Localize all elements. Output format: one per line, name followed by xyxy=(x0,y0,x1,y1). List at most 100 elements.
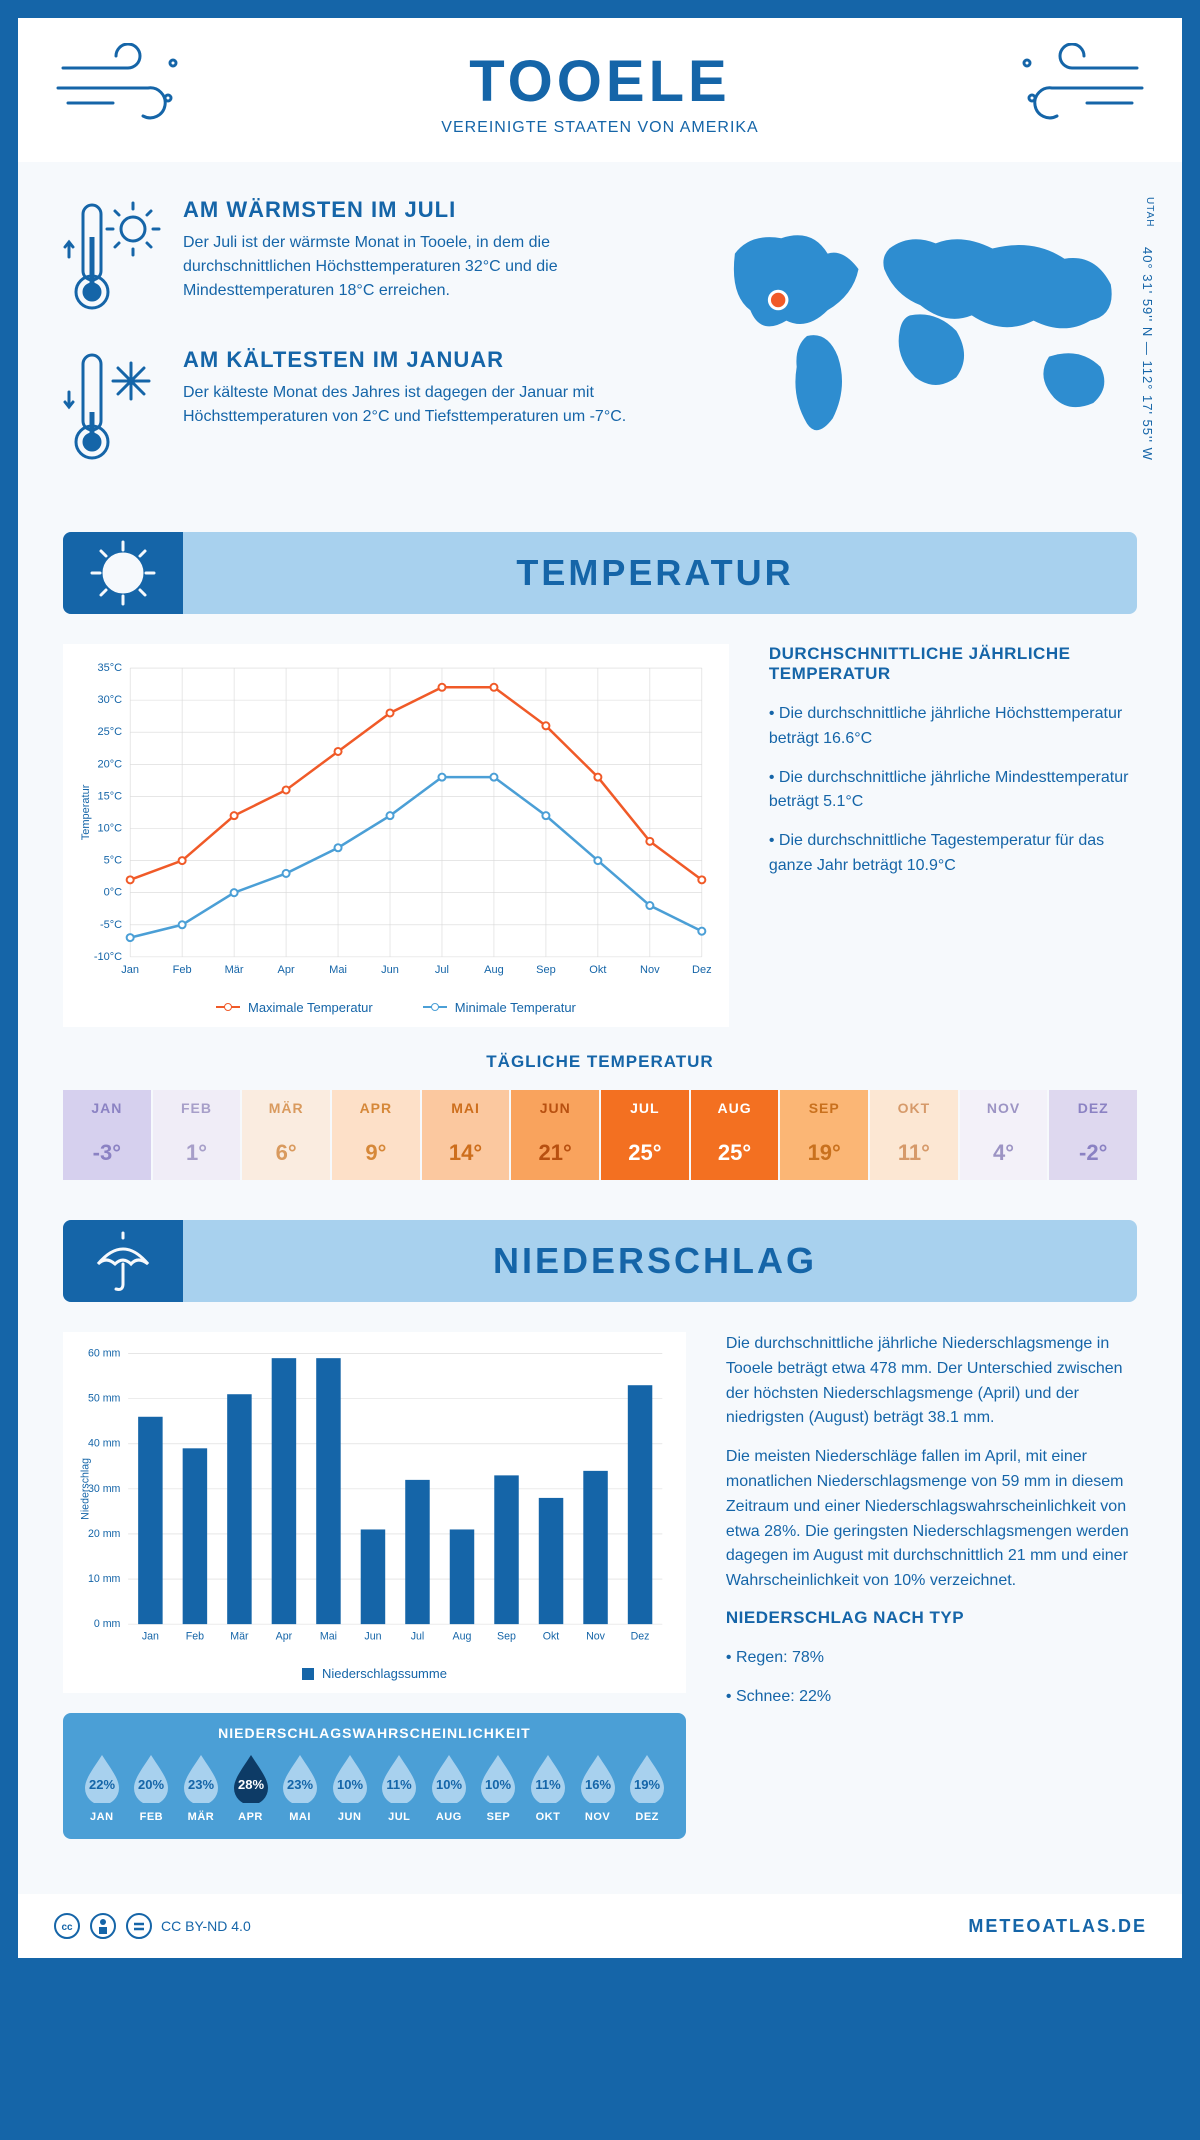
svg-text:Nov: Nov xyxy=(586,1631,606,1643)
precip-prob-drop: 23%MAI xyxy=(277,1751,323,1823)
svg-text:19%: 19% xyxy=(634,1777,660,1792)
fact-cold: AM KÄLTESTEN IM JANUAR Der kälteste Mona… xyxy=(63,347,664,472)
svg-text:50 mm: 50 mm xyxy=(88,1393,121,1405)
svg-text:Sep: Sep xyxy=(536,964,556,976)
brand: METEOATLAS.DE xyxy=(968,1916,1147,1937)
temp-text: DURCHSCHNITTLICHE JÄHRLICHE TEMPERATUR D… xyxy=(769,644,1137,1027)
daily-temp-strip: JAN-3°FEB1°MÄR6°APR9°MAI14°JUN21°JUL25°A… xyxy=(63,1090,1137,1180)
umbrella-icon xyxy=(63,1220,183,1302)
precip-prob-drop: 20%FEB xyxy=(129,1751,175,1823)
fact-cold-title: AM KÄLTESTEN IM JANUAR xyxy=(183,347,664,373)
svg-text:20°C: 20°C xyxy=(98,758,123,770)
fact-warm: AM WÄRMSTEN IM JULI Der Juli ist der wär… xyxy=(63,197,664,322)
precip-left-col: 0 mm10 mm20 mm30 mm40 mm50 mm60 mmJanFeb… xyxy=(63,1332,686,1839)
svg-text:10°C: 10°C xyxy=(98,823,123,835)
daily-temp-cell: OKT11° xyxy=(870,1090,958,1180)
precip-p1: Die durchschnittliche jährliche Niedersc… xyxy=(726,1332,1137,1431)
precip-prob-drop: 11%JUL xyxy=(376,1751,422,1823)
svg-text:Feb: Feb xyxy=(186,1631,204,1643)
section-band-temperature: TEMPERATUR xyxy=(63,532,1137,614)
daily-temp-cell: JUN21° xyxy=(511,1090,599,1180)
precip-prob-drop: 11%OKT xyxy=(525,1751,571,1823)
svg-text:Jan: Jan xyxy=(142,1631,159,1643)
precip-text: Die durchschnittliche jährliche Niedersc… xyxy=(726,1332,1137,1839)
coords-label: 40° 31' 59'' N — 112° 17' 55'' W xyxy=(1140,247,1155,461)
svg-text:11%: 11% xyxy=(535,1777,561,1792)
precip-prob-drop: 16%NOV xyxy=(575,1751,621,1823)
legend-precip: Niederschlagssumme xyxy=(322,1666,447,1681)
svg-text:15°C: 15°C xyxy=(98,790,123,802)
daily-temp-cell: SEP19° xyxy=(780,1090,868,1180)
wind-icon-right xyxy=(1007,43,1147,128)
fact-warm-text: AM WÄRMSTEN IM JULI Der Juli ist der wär… xyxy=(183,197,664,322)
temp-bullet: Die durchschnittliche Tagestemperatur fü… xyxy=(769,829,1137,879)
svg-text:11%: 11% xyxy=(387,1777,413,1792)
legend-max: Maximale Temperatur xyxy=(248,1000,373,1015)
svg-text:-5°C: -5°C xyxy=(100,919,122,931)
svg-text:30 mm: 30 mm xyxy=(88,1483,121,1495)
nd-icon xyxy=(125,1912,153,1940)
svg-text:Aug: Aug xyxy=(484,964,504,976)
svg-text:Jun: Jun xyxy=(364,1631,381,1643)
top-row: AM WÄRMSTEN IM JULI Der Juli ist der wär… xyxy=(63,197,1137,497)
page-container: TOOELE VEREINIGTE STAATEN VON AMERIKA AM… xyxy=(0,0,1200,1976)
svg-text:Aug: Aug xyxy=(453,1631,472,1643)
svg-text:23%: 23% xyxy=(287,1777,313,1792)
world-map xyxy=(704,197,1137,470)
precip-prob-drop: 10%SEP xyxy=(476,1751,522,1823)
daily-temp-cell: JAN-3° xyxy=(63,1090,151,1180)
fact-warm-title: AM WÄRMSTEN IM JULI xyxy=(183,197,664,223)
svg-text:20 mm: 20 mm xyxy=(88,1528,121,1540)
svg-text:40 mm: 40 mm xyxy=(88,1438,121,1450)
svg-text:10 mm: 10 mm xyxy=(88,1573,121,1585)
svg-text:Mai: Mai xyxy=(320,1631,337,1643)
temp-bullet: Die durchschnittliche jährliche Höchstte… xyxy=(769,702,1137,752)
precip-chart-legend: Niederschlagssumme xyxy=(75,1666,674,1681)
svg-text:Okt: Okt xyxy=(543,1631,560,1643)
precip-prob-drop: 10%AUG xyxy=(426,1751,472,1823)
svg-text:cc: cc xyxy=(61,1922,73,1933)
daily-temp-cell: AUG25° xyxy=(691,1090,779,1180)
legend-min: Minimale Temperatur xyxy=(455,1000,576,1015)
precip-probability-panel: NIEDERSCHLAGSWAHRSCHEINLICHKEIT 22%JAN20… xyxy=(63,1713,686,1839)
precip-prob-drop: 22%JAN xyxy=(79,1751,125,1823)
license: cc CC BY-ND 4.0 xyxy=(53,1912,251,1940)
svg-text:0 mm: 0 mm xyxy=(94,1618,121,1630)
section-title-precip: NIEDERSCHLAG xyxy=(193,1240,1117,1282)
precip-type-bullets: Regen: 78%Schnee: 22% xyxy=(726,1646,1137,1710)
daily-temp-cell: MAI14° xyxy=(422,1090,510,1180)
svg-text:Jul: Jul xyxy=(435,964,449,976)
daily-temp-cell: NOV4° xyxy=(960,1090,1048,1180)
page-title: TOOELE xyxy=(38,48,1162,115)
page-subtitle: VEREINIGTE STAATEN VON AMERIKA xyxy=(38,119,1162,137)
temperature-line-chart: -10°C-5°C0°C5°C10°C15°C20°C25°C30°C35°CJ… xyxy=(63,644,729,1027)
wind-icon-left xyxy=(53,43,193,128)
state-label: UTAH xyxy=(1144,197,1155,227)
svg-text:16%: 16% xyxy=(585,1777,611,1792)
daily-temp-cell: APR9° xyxy=(332,1090,420,1180)
facts-column: AM WÄRMSTEN IM JULI Der Juli ist der wär… xyxy=(63,197,664,497)
svg-text:10%: 10% xyxy=(337,1777,363,1792)
temp-text-title: DURCHSCHNITTLICHE JÄHRLICHE TEMPERATUR xyxy=(769,644,1137,684)
precip-prob-drop: 19%DEZ xyxy=(624,1751,670,1823)
by-icon xyxy=(89,1912,117,1940)
thermometer-hot-icon xyxy=(63,197,163,322)
svg-text:10%: 10% xyxy=(436,1777,462,1792)
temp-bullets: Die durchschnittliche jährliche Höchstte… xyxy=(769,702,1137,879)
svg-text:28%: 28% xyxy=(238,1777,264,1792)
thermometer-cold-icon xyxy=(63,347,163,472)
svg-text:30°C: 30°C xyxy=(98,694,123,706)
header: TOOELE VEREINIGTE STAATEN VON AMERIKA xyxy=(18,18,1182,162)
license-text: CC BY-ND 4.0 xyxy=(161,1918,251,1934)
svg-text:10%: 10% xyxy=(485,1777,511,1792)
precip-prob-drop: 10%JUN xyxy=(327,1751,373,1823)
svg-text:Dez: Dez xyxy=(631,1631,650,1643)
svg-text:Niederschlag: Niederschlag xyxy=(80,1458,92,1520)
section-title-temperature: TEMPERATUR xyxy=(193,552,1117,594)
fact-warm-desc: Der Juli ist der wärmste Monat in Tooele… xyxy=(183,231,664,303)
precip-chart-row: 0 mm10 mm20 mm30 mm40 mm50 mm60 mmJanFeb… xyxy=(63,1332,1137,1839)
svg-text:Jan: Jan xyxy=(121,964,139,976)
temp-chart-row: -10°C-5°C0°C5°C10°C15°C20°C25°C30°C35°CJ… xyxy=(63,644,1137,1027)
daily-temp-cell: JUL25° xyxy=(601,1090,689,1180)
svg-text:20%: 20% xyxy=(138,1777,164,1792)
